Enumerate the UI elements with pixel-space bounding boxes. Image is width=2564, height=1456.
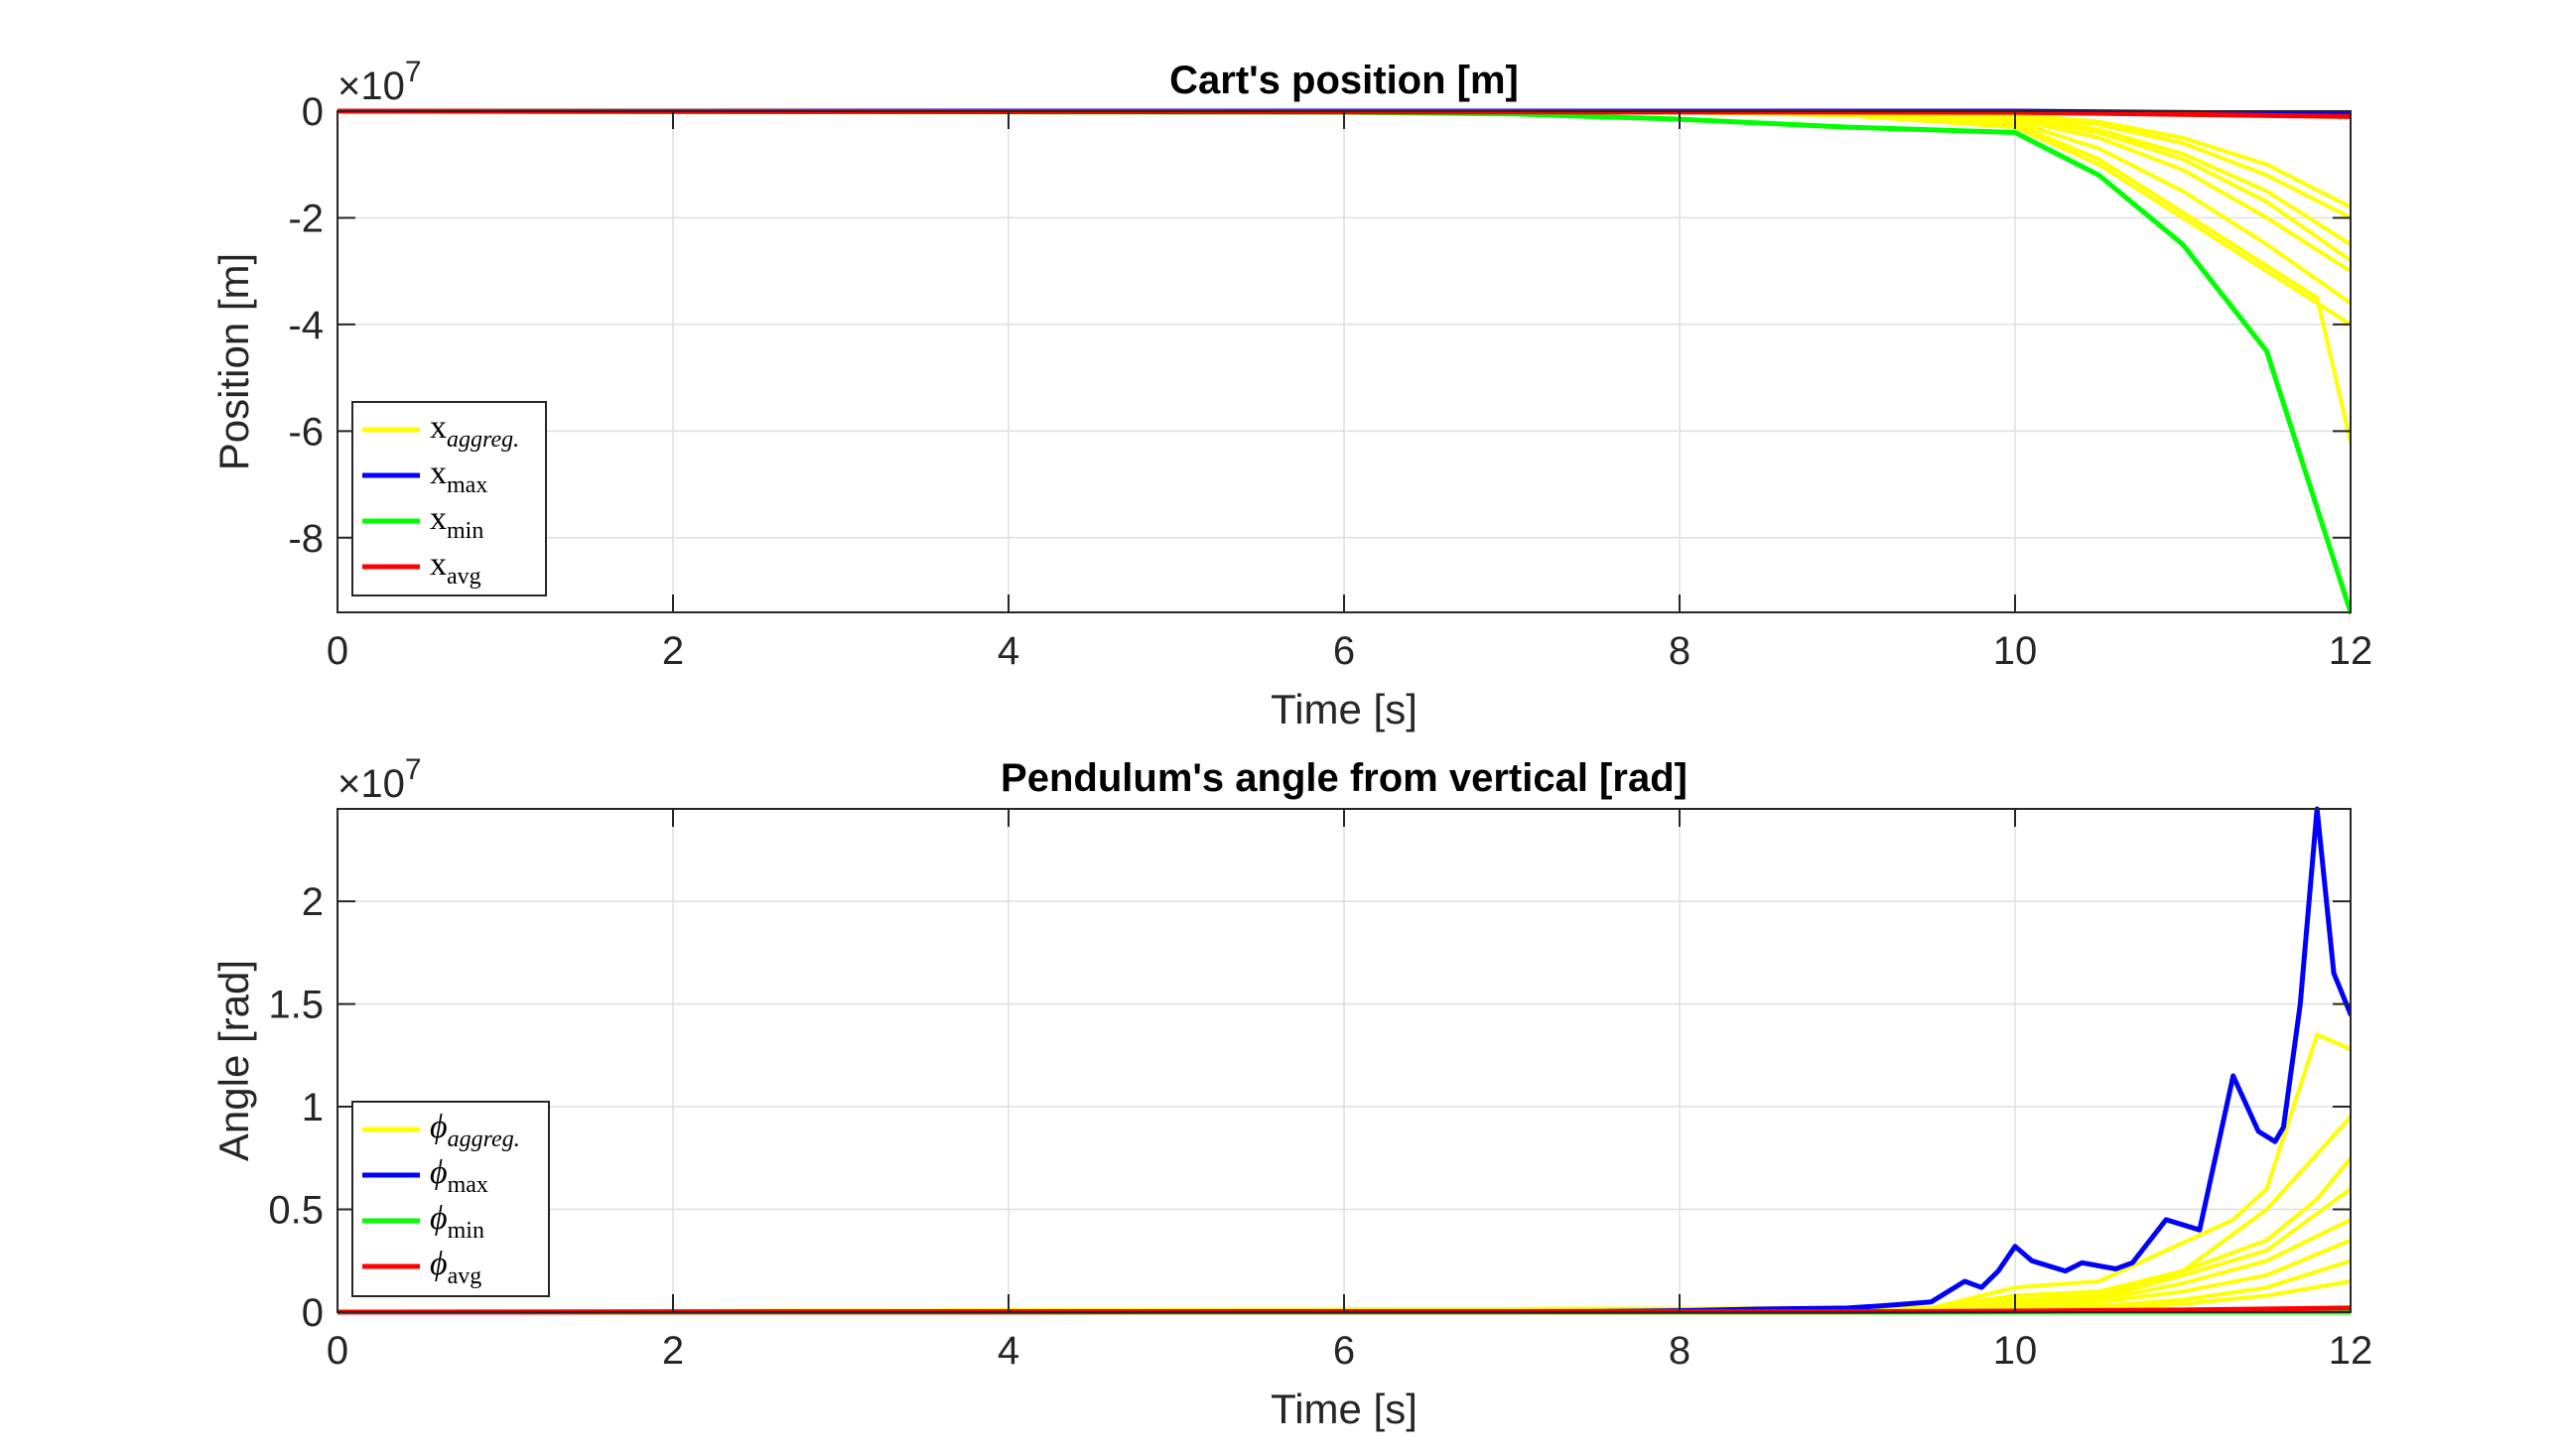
angle-chart: 0 2 4 6 8 10 12 0 0.5 1 1.5 2 ×107 Pendulum's angle f… xyxy=(210,753,2372,1432)
chart-2-ytick-label: 1.5 xyxy=(268,984,324,1027)
chart-2-ytick-label: 0 xyxy=(302,1291,324,1335)
chart-1-ytick-label: -4 xyxy=(288,304,324,347)
chart-2-xtick-label: 6 xyxy=(1333,1329,1355,1373)
chart-1-ytick-label: -6 xyxy=(288,410,324,454)
chart-1-xtick-label: 4 xyxy=(998,629,1019,673)
chart-1-exponent-power: 7 xyxy=(405,56,422,88)
chart-1-xtick-label: 8 xyxy=(1669,629,1690,673)
chart-2-legend-box xyxy=(351,1101,550,1297)
chart-2-legend-entry-base: ϕ xyxy=(430,1246,448,1282)
chart-1-ytick-label: 0 xyxy=(302,90,324,134)
chart-1-legend-entry-4: xavg xyxy=(430,546,481,590)
chart-2-legend-entry-3: ϕmin xyxy=(430,1200,484,1244)
chart-2-xtick-label: 4 xyxy=(998,1329,1019,1373)
chart-2-legend-entry-base: ϕ xyxy=(430,1154,448,1191)
chart-2-legend-entry-sub: max xyxy=(448,1172,488,1198)
chart-2-exponent-power: 7 xyxy=(405,753,422,786)
chart-2-legend-entry-sub: avg xyxy=(448,1263,482,1289)
chart-2-series-line-1 xyxy=(337,1032,2351,1314)
chart-1-ylabel: Position [m] xyxy=(210,253,257,470)
chart-2-legend-entry-4: ϕavg xyxy=(430,1246,481,1289)
chart-2-legend-entry-sub: min xyxy=(448,1218,484,1244)
chart-2-series-line-9 xyxy=(337,806,2351,1315)
chart-2-ylabel: Angle [rad] xyxy=(210,960,257,1161)
chart-1-xtick-label: 10 xyxy=(1993,629,2038,673)
chart-1-legend-entry-sub: max xyxy=(447,472,487,498)
chart-1-xlabel: Time [s] xyxy=(1271,686,1417,732)
chart-2-legend-entry-base: ϕ xyxy=(430,1109,448,1145)
chart-2-exponent-label: ×107 xyxy=(337,753,422,806)
chart-1-legend-entry-sub: min xyxy=(447,518,483,544)
chart-1-legend-entry-sub: aggreg. xyxy=(447,427,519,453)
chart-1-legend-entry-base: x xyxy=(430,546,447,583)
chart-1-exponent-base: ×10 xyxy=(337,65,405,108)
chart-1-ytick-label: -8 xyxy=(288,517,324,561)
chart-1-legend-entry-base: x xyxy=(430,455,447,491)
chart-2-ytick-label: 2 xyxy=(302,880,324,924)
chart-2-ytick-label: 0.5 xyxy=(268,1189,324,1233)
chart-1-legend-entry-3: xmin xyxy=(430,500,483,544)
chart-2-legend-entry-sub: aggreg. xyxy=(448,1126,520,1152)
chart-1-xtick-label: 0 xyxy=(327,629,348,673)
chart-2-exponent-base: ×10 xyxy=(337,762,405,806)
chart-2-xtick-label: 0 xyxy=(327,1329,348,1373)
position-chart: 0 2 4 6 8 10 12 0 -2 -4 -6 -8 ×107 Cart's position [m… xyxy=(210,56,2372,732)
chart-2-xtick-label: 2 xyxy=(662,1329,684,1373)
chart-1-xtick-label: 12 xyxy=(2329,629,2373,673)
chart-2-xtick-label: 8 xyxy=(1669,1329,1690,1373)
chart-2-legend-entry-base: ϕ xyxy=(430,1200,448,1237)
chart-1-title: Cart's position [m] xyxy=(1169,59,1519,102)
chart-2-xtick-label: 10 xyxy=(1993,1329,2038,1373)
chart-1-legend-entry-sub: avg xyxy=(447,564,481,590)
chart-1-legend-entry-1: xaggreg. xyxy=(430,409,519,453)
chart-2-ytick-label: 1 xyxy=(302,1086,324,1129)
chart-2-legend-entry-2: ϕmax xyxy=(430,1154,488,1198)
chart-1-xtick-label: 2 xyxy=(662,629,684,673)
chart-1-ytick-label: -2 xyxy=(288,197,324,240)
chart-1-exponent-label: ×107 xyxy=(337,56,422,108)
chart-1-legend-entry-2: xmax xyxy=(430,455,487,498)
chart-1-legend-entry-base: x xyxy=(430,409,447,446)
chart-2-title: Pendulum's angle from vertical [rad] xyxy=(1001,756,1687,800)
chart-2-legend-entry-1: ϕaggreg. xyxy=(430,1109,520,1152)
chart-2-xlabel: Time [s] xyxy=(1271,1386,1417,1432)
chart-1-xtick-label: 6 xyxy=(1333,629,1355,673)
chart-1-legend-box xyxy=(351,401,547,596)
chart-2-xtick-label: 12 xyxy=(2329,1329,2373,1373)
chart-1-legend-entry-base: x xyxy=(430,500,447,537)
